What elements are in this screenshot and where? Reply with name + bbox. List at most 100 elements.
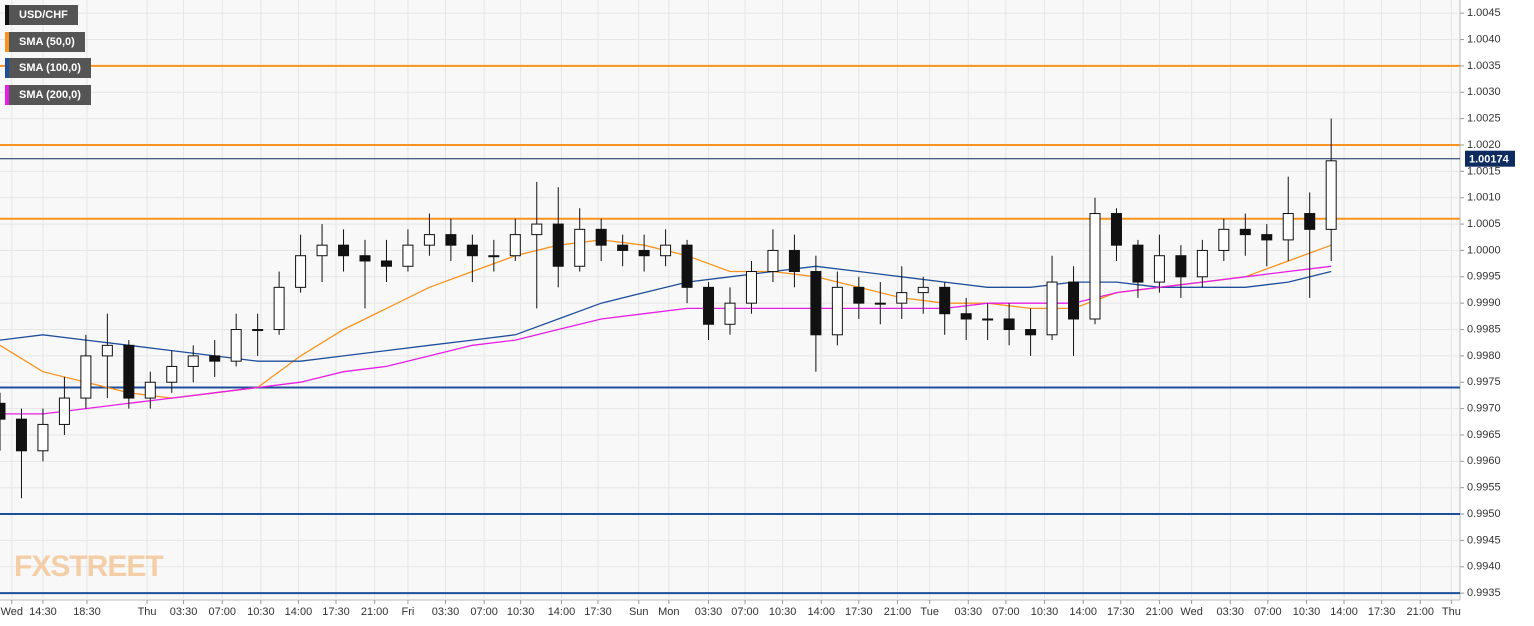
y-tick-label: 1.0000 (1467, 244, 1501, 256)
y-tick-label: 0.9975 (1467, 376, 1501, 388)
x-tick-label: 21:00 (1407, 606, 1435, 618)
price-tag (1465, 150, 1515, 167)
x-tick-label: 10:30 (507, 606, 535, 618)
x-tick-label: 10:30 (769, 606, 797, 618)
candle-body (638, 249, 650, 257)
candle-body (896, 292, 908, 304)
candle-body (788, 249, 800, 273)
candle-body (724, 302, 736, 325)
candle-body (1089, 213, 1101, 320)
y-tick-label: 0.9940 (1467, 561, 1501, 573)
candle-body (509, 234, 521, 257)
legend-entry[interactable]: SMA (100,0) (5, 58, 91, 78)
candle-body (58, 397, 70, 425)
candle-body (745, 271, 757, 304)
y-tick-label: 1.0030 (1467, 86, 1501, 98)
x-tick-label: 07:00 (731, 606, 759, 618)
y-tick-label: 0.9955 (1467, 482, 1501, 494)
candle-body (960, 313, 972, 320)
y-tick-label: 0.9960 (1467, 455, 1501, 467)
y-tick-label: 1.0010 (1467, 192, 1501, 204)
x-tick-label: 14:30 (29, 606, 57, 618)
candle-body (230, 329, 242, 362)
candle-body (1153, 255, 1165, 283)
y-tick-label: 0.9950 (1467, 508, 1501, 520)
candle-body (1068, 281, 1080, 320)
y-tick-label: 0.9945 (1467, 534, 1501, 546)
sma-line (0, 265, 1332, 362)
candle-body (1239, 228, 1251, 236)
candle-body (0, 402, 6, 420)
candle-body (295, 255, 307, 288)
x-tick-label: 10:30 (1293, 606, 1321, 618)
y-tick-label: 0.9965 (1467, 429, 1501, 441)
x-tick-label: 03:30 (955, 606, 983, 618)
y-tick-label: 1.0020 (1467, 139, 1501, 151)
candle-body (316, 244, 328, 257)
candle-body (187, 355, 199, 367)
candle-body (380, 260, 392, 267)
candle-body (37, 423, 49, 452)
candle-body (660, 244, 672, 257)
candle-body (359, 255, 371, 262)
candle-body (574, 228, 586, 267)
legend-entry[interactable]: SMA (50,0) (5, 31, 85, 52)
x-tick-label: 14:00 (548, 606, 576, 618)
x-tick-label: Mon (658, 606, 679, 618)
y-tick-label: 0.9995 (1467, 271, 1501, 283)
watermark: FXSTREET (14, 550, 163, 583)
candle-body (1282, 213, 1294, 241)
x-tick-label: 21:00 (1146, 606, 1174, 618)
candle-body (831, 286, 843, 336)
x-tick-label: 03:30 (695, 606, 723, 618)
candle-body (617, 244, 629, 251)
x-tick-label: 07:00 (208, 606, 236, 618)
candle-body (166, 365, 178, 383)
candle-body (810, 271, 822, 336)
candle-body (1132, 244, 1144, 283)
candle-body (252, 329, 264, 332)
candle-body (1003, 318, 1015, 331)
legend-entry[interactable]: SMA (200,0) (5, 84, 91, 105)
x-tick-label: 03:30 (170, 606, 198, 618)
candle-body (466, 244, 478, 257)
x-tick-label: 14:00 (1330, 606, 1358, 618)
x-tick-label: 14:00 (1069, 606, 1097, 618)
x-tick-label: 10:30 (247, 606, 275, 618)
candle-body (531, 223, 543, 236)
candle-body (595, 228, 607, 246)
candle-body (123, 344, 135, 399)
sma-line (0, 265, 1332, 415)
x-tick-label: Thu (1442, 606, 1461, 618)
x-tick-label: Wed (1, 606, 23, 618)
y-tick-label: 1.0035 (1467, 60, 1501, 72)
y-tick-label: 0.9935 (1467, 587, 1501, 599)
candle-body (209, 355, 221, 362)
candle-body (703, 286, 715, 325)
candle-body (1325, 160, 1337, 230)
candle-body (1261, 234, 1273, 241)
candle-body (488, 255, 500, 258)
x-tick-label: 03:30 (432, 606, 460, 618)
x-tick-label: 17:30 (845, 606, 873, 618)
x-tick-label: Fri (402, 606, 415, 618)
x-tick-label: 17:30 (1107, 606, 1135, 618)
candle-body (80, 355, 92, 399)
x-tick-label: 18:30 (73, 606, 101, 618)
x-tick-label: 17:30 (322, 606, 350, 618)
candle-body (144, 381, 156, 399)
candle-body (552, 223, 564, 267)
candle-body (1218, 228, 1230, 251)
candle-body (1175, 255, 1187, 278)
legend-entry[interactable]: USD/CHF (5, 5, 78, 25)
y-tick-label: 1.0040 (1467, 33, 1501, 45)
candle-body (917, 286, 929, 294)
candle-body (402, 244, 414, 267)
y-tick-label: 1.0025 (1467, 113, 1501, 125)
candle-body (853, 286, 865, 304)
candle-body (101, 344, 113, 357)
y-tick-label: 0.9970 (1467, 403, 1501, 415)
x-tick-label: Thu (138, 606, 157, 618)
candle-body (1046, 281, 1058, 336)
